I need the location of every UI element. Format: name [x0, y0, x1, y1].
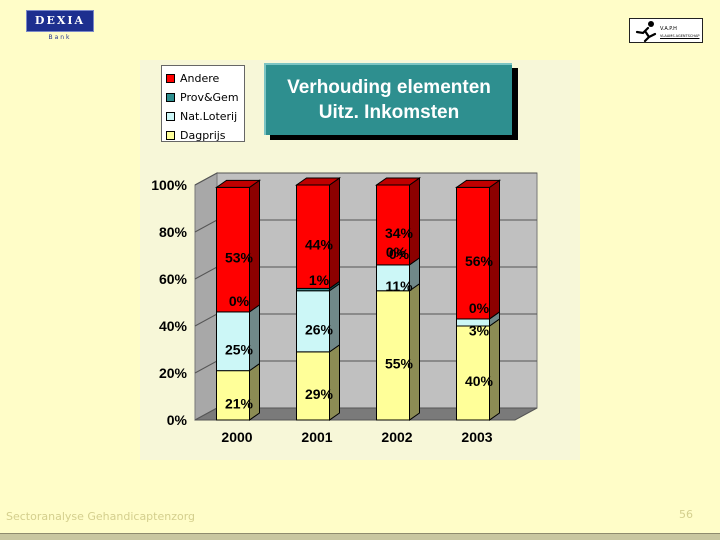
data-label: 53%: [225, 250, 254, 266]
x-tick-label: 2003: [461, 429, 492, 445]
legend-swatch-nat-loterij: [166, 112, 175, 121]
chart-title-line-1: Verhouding elementen: [287, 77, 491, 98]
plot-side-wall: [194, 172, 218, 421]
data-label: 3%: [469, 322, 490, 338]
y-tick-label: 20%: [159, 365, 188, 381]
footer-bar: [0, 533, 720, 540]
data-label: 55%: [385, 355, 414, 371]
bar-segment-side: [409, 177, 420, 266]
vaph-logo: V.A.P.H VLAAMS AGENTSCHAP: [629, 18, 703, 43]
bar-top: [294, 177, 342, 186]
bar-segment-side: [329, 343, 340, 421]
bar-top: [454, 179, 502, 188]
data-label: 34%: [385, 225, 414, 241]
data-label: 26%: [305, 321, 334, 337]
bar-segment-side: [249, 362, 260, 421]
y-tick-label: 100%: [151, 177, 187, 193]
y-tick-label: 40%: [159, 318, 188, 334]
legend-item-prov-gem: Prov&Gem: [166, 88, 244, 107]
chart-legend: Andere Prov&Gem Nat.Loterij Dagprijs: [161, 65, 245, 142]
legend-label-dagprijs: Dagprijs: [180, 129, 226, 142]
bar-segment: [456, 186, 490, 320]
bar-segment-side: [329, 177, 340, 290]
vaph-logo-subtext: VLAAMS AGENTSCHAP: [660, 34, 700, 38]
data-label: 0%: [389, 246, 410, 262]
page-number: 56: [679, 508, 693, 521]
chart-title-box: Verhouding elementen Uitz. Inkomsten: [264, 63, 512, 135]
bar-segment-side: [329, 282, 340, 353]
y-tick-label: 60%: [159, 271, 188, 287]
data-label: 0%: [386, 244, 407, 260]
legend-swatch-dagprijs: [166, 131, 175, 140]
legend-swatch-andere: [166, 74, 175, 83]
bar-top: [374, 177, 422, 186]
legend-item-dagprijs: Dagprijs: [166, 126, 244, 145]
gridline: [194, 172, 537, 186]
bar-segment-side: [489, 179, 500, 320]
running-figure-icon: [635, 21, 657, 42]
legend-label-andere: Andere: [180, 72, 220, 85]
y-tick-label: 80%: [159, 224, 188, 240]
bar-segment: [216, 186, 250, 313]
chart-title-line-2: Uitz. Inkomsten: [318, 102, 460, 123]
legend-label-prov-gem: Prov&Gem: [180, 91, 239, 104]
data-label: 40%: [465, 373, 494, 389]
data-label: 1%: [309, 272, 330, 288]
x-tick-label: 2002: [381, 429, 412, 445]
dexia-logo-text: DEXIA: [26, 10, 94, 32]
y-tick-label: 0%: [167, 412, 188, 428]
vaph-logo-name: V.A.P.H: [660, 26, 677, 32]
bar-segment: [376, 184, 410, 266]
bar-segment: [296, 184, 330, 289]
bar-segment-side: [489, 318, 500, 421]
bar-segment-side: [249, 303, 260, 372]
data-label: 56%: [465, 253, 494, 269]
data-label: 0%: [229, 293, 250, 309]
data-label: 0%: [469, 300, 490, 316]
data-label: 44%: [305, 237, 334, 253]
footer-text: Sectoranalyse Gehandicaptenzorg: [6, 510, 196, 523]
data-label: 21%: [225, 395, 254, 411]
data-label: 11%: [385, 278, 413, 294]
x-tick-label: 2001: [301, 429, 332, 445]
bar-segment: [456, 325, 490, 421]
x-tick-label: 2000: [221, 429, 252, 445]
bar-segment: [216, 311, 250, 372]
bar-segment-side: [409, 282, 420, 421]
data-label: 25%: [225, 341, 254, 357]
bar-segment-side: [249, 179, 260, 313]
legend-item-nat-loterij: Nat.Loterij: [166, 107, 244, 126]
dexia-logo: DEXIA Bank: [26, 10, 94, 44]
bar-segment: [296, 351, 330, 421]
data-label: 29%: [305, 386, 334, 402]
legend-item-andere: Andere: [166, 69, 244, 88]
dexia-logo-subtext: Bank: [48, 34, 72, 41]
legend-label-nat-loterij: Nat.Loterij: [180, 110, 238, 123]
legend-swatch-prov-gem: [166, 93, 175, 102]
bar-top: [214, 179, 262, 188]
